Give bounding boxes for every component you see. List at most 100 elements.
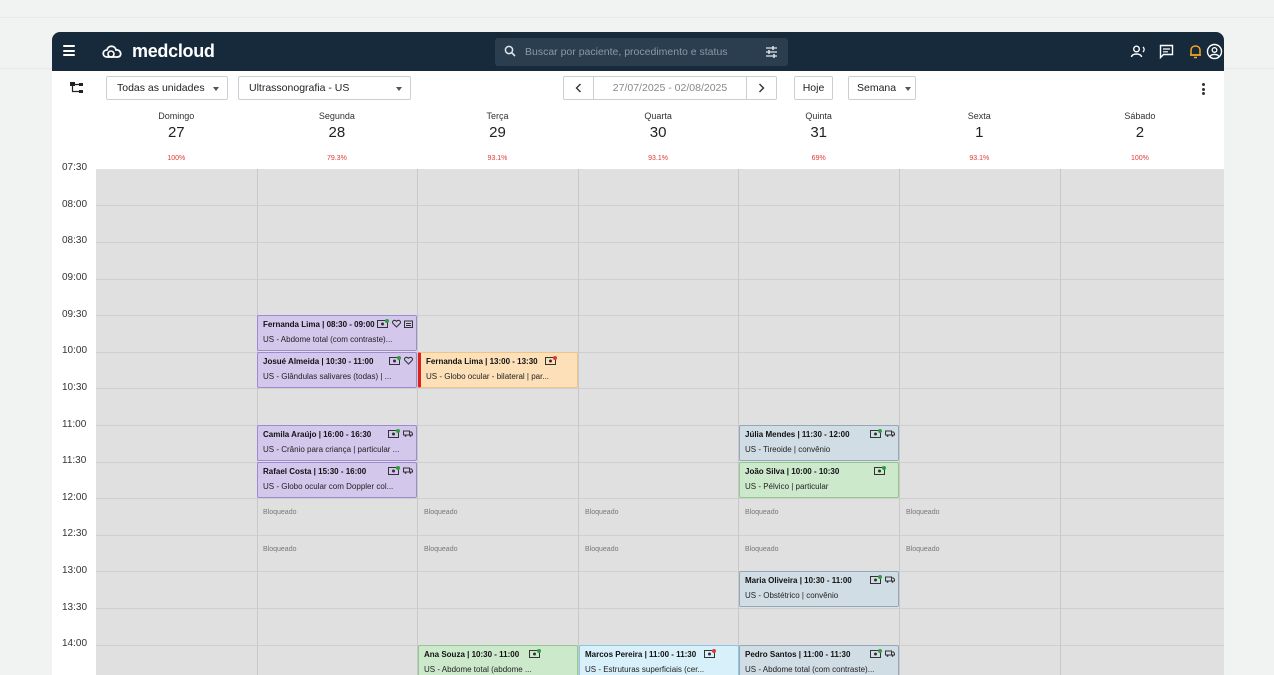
blocked-slot[interactable]: Bloqueado xyxy=(585,509,619,516)
calendar-grid[interactable]: Bloqueado Bloqueado Bloqueado Bloqueado … xyxy=(96,169,1224,675)
notification-bell-icon[interactable] xyxy=(1187,43,1204,60)
day-header[interactable]: Segunda 28 xyxy=(257,106,418,141)
day-header[interactable]: Quarta 30 xyxy=(578,106,739,141)
grid-line xyxy=(96,425,1224,426)
column-divider xyxy=(417,169,419,675)
blocked-slot[interactable]: Bloqueado xyxy=(263,546,297,553)
app-window: medcloud xyxy=(52,32,1224,675)
appointment-icons xyxy=(870,429,895,438)
appointment-card[interactable]: João Silva | 10:00 - 10:30 US - Pélvico … xyxy=(739,462,899,498)
next-week-button[interactable] xyxy=(746,77,776,99)
occupancy-row: 100% 79.3% 93.1% 93.1% 69% 93.1% 100% xyxy=(96,150,1224,169)
view-select-value: Semana xyxy=(857,82,897,94)
column-divider xyxy=(899,169,900,675)
appointment-card[interactable]: Josué Almeida | 10:30 - 11:00 US - Glând… xyxy=(257,352,417,388)
appointment-icons xyxy=(529,649,541,658)
column-divider xyxy=(256,169,258,675)
day-number: 1 xyxy=(975,124,984,141)
modality-select[interactable]: Ultrassonografia - US xyxy=(238,76,411,100)
time-label: 11:30 xyxy=(62,455,87,466)
day-header[interactable]: Domingo 27 xyxy=(96,106,257,141)
hamburger-menu-icon[interactable] xyxy=(63,45,75,56)
occupancy-rate: 69% xyxy=(811,155,826,162)
appointment-card[interactable]: Camila Araújo | 16:00 - 16:30 US - Crâni… xyxy=(257,425,417,461)
blocked-slot[interactable]: Bloqueado xyxy=(906,509,940,516)
ambulance-icon xyxy=(403,430,413,437)
appointment-card[interactable]: Maria Oliveira | 10:30 - 11:00 US - Obst… xyxy=(739,571,899,607)
occupancy-rate: 93.1% xyxy=(487,155,508,162)
ambulance-icon xyxy=(885,430,895,437)
appointment-icons xyxy=(704,649,716,658)
brand-name: medcloud xyxy=(132,41,215,61)
time-label: 08:30 xyxy=(62,235,88,246)
view-select[interactable]: Semana xyxy=(848,76,916,100)
unit-select[interactable]: Todas as unidades xyxy=(106,76,228,100)
appointment-card[interactable]: Fernanda Lima | 08:30 - 09:00 US - Abdom… xyxy=(257,315,417,351)
appointment-procedure: US - Estruturas superficiais (cer... xyxy=(585,665,705,674)
search-input[interactable] xyxy=(525,42,755,62)
previous-week-button[interactable] xyxy=(564,77,594,99)
appointment-card[interactable]: Ana Souza | 10:30 - 11:00 US - Abdome to… xyxy=(418,645,578,675)
blocked-slot[interactable]: Bloqueado xyxy=(906,546,940,553)
heart-icon xyxy=(392,319,401,328)
today-button[interactable]: Hoje xyxy=(794,76,833,100)
appointment-card[interactable]: Marcos Pereira | 11:00 - 11:30 US - Estr… xyxy=(579,645,739,675)
unit-select-value: Todas as unidades xyxy=(117,82,205,94)
appointment-title: Pedro Santos | 11:00 - 11:30 xyxy=(745,650,851,659)
user-profile-icon[interactable] xyxy=(1206,43,1223,60)
more-options-icon[interactable] xyxy=(1202,83,1205,97)
appointment-procedure: US - Tireoide | convênio xyxy=(745,445,831,454)
appointment-title: Júlia Mendes | 11:30 - 12:00 xyxy=(745,430,850,439)
appointment-icons xyxy=(388,429,413,438)
grid-line xyxy=(96,242,1224,243)
blocked-slot[interactable]: Bloqueado xyxy=(585,546,619,553)
appointment-card[interactable]: Rafael Costa | 15:30 - 16:00 US - Globo … xyxy=(257,462,417,498)
appointment-title: Fernanda Lima | 13:00 - 13:30 xyxy=(426,357,538,366)
day-name: Domingo xyxy=(158,111,195,121)
blocked-slot[interactable]: Bloqueado xyxy=(745,509,779,516)
brand-logo[interactable]: medcloud xyxy=(100,41,215,62)
appointment-procedure: US - Abdome total (com contraste)... xyxy=(263,335,393,344)
cloud-logo-icon xyxy=(102,44,122,58)
grid-line xyxy=(96,315,1224,316)
chevron-down-icon xyxy=(905,87,911,91)
payment-status-icon xyxy=(388,429,400,438)
ambulance-icon xyxy=(403,467,413,474)
search-icon xyxy=(504,45,516,57)
appointment-card[interactable]: Júlia Mendes | 11:30 - 12:00 US - Tireoi… xyxy=(739,425,899,461)
modality-select-value: Ultrassonografia - US xyxy=(249,82,350,94)
blocked-slot[interactable]: Bloqueado xyxy=(745,546,779,553)
time-column: 07:30 08:00 08:30 09:00 09:30 10:00 10:3… xyxy=(52,150,96,675)
hierarchy-tree-icon[interactable] xyxy=(70,82,84,94)
day-header[interactable]: Sexta 1 xyxy=(899,106,1060,141)
appointment-icons xyxy=(874,466,886,475)
column-divider xyxy=(738,169,740,675)
appointment-title: Marcos Pereira | 11:00 - 11:30 xyxy=(585,650,697,659)
top-bar-actions xyxy=(1052,32,1224,71)
blocked-slot[interactable]: Bloqueado xyxy=(424,546,458,553)
heart-icon xyxy=(404,356,413,365)
occupancy-rate: 79.3% xyxy=(326,155,347,162)
appointment-procedure: US - Globo ocular - bilateral | par... xyxy=(426,372,550,381)
report-icon xyxy=(404,320,413,328)
filter-settings-icon[interactable] xyxy=(765,46,778,58)
voice-user-icon[interactable] xyxy=(1130,43,1147,60)
appointment-procedure: US - Globo ocular com Doppler col... xyxy=(263,482,394,491)
page-divider xyxy=(0,17,1274,18)
search-bar[interactable] xyxy=(495,38,788,66)
blocked-slot[interactable]: Bloqueado xyxy=(424,509,458,516)
appointment-card[interactable]: Fernanda Lima | 13:00 - 13:30 US - Globo… xyxy=(418,352,578,388)
chevron-left-icon xyxy=(575,83,581,93)
week-day-headers: Domingo 27 Segunda 28 Terça 29 Quarta 30… xyxy=(96,106,1224,150)
grid-line xyxy=(96,498,1224,499)
day-number: 27 xyxy=(167,124,185,141)
time-label: 11:00 xyxy=(62,419,87,430)
blocked-slot[interactable]: Bloqueado xyxy=(263,509,297,516)
chevron-down-icon xyxy=(213,87,219,91)
chat-icon[interactable] xyxy=(1158,43,1175,60)
date-range-label[interactable]: 27/07/2025 - 02/08/2025 xyxy=(612,82,728,94)
day-header[interactable]: Quinta 31 xyxy=(738,106,899,141)
day-header[interactable]: Terça 29 xyxy=(417,106,578,141)
day-header[interactable]: Sábado 2 xyxy=(1060,106,1221,141)
appointment-card[interactable]: Pedro Santos | 11:00 - 11:30 US - Abdome… xyxy=(739,645,899,675)
